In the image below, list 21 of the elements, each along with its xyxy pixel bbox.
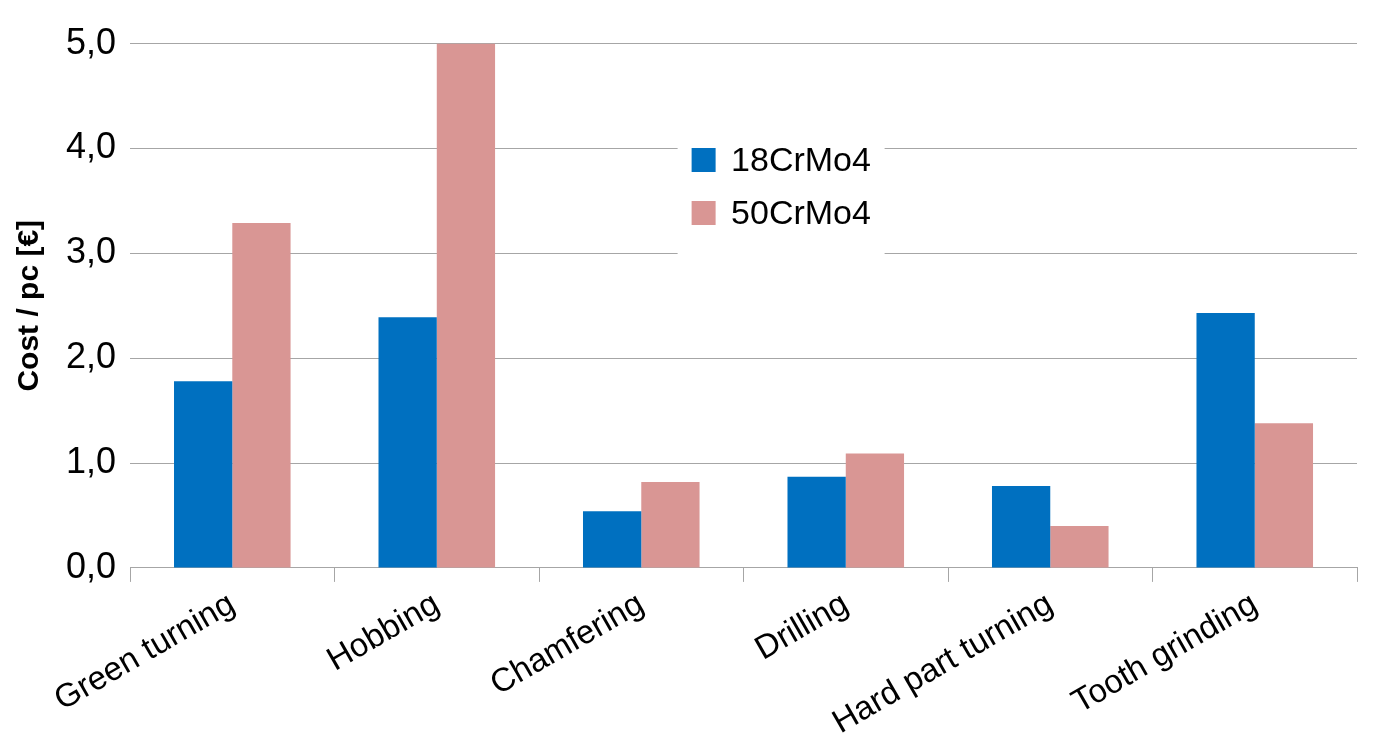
y-tick-label: 3,0 [66,230,117,272]
y-tick-label: 4,0 [66,125,117,167]
y-tick-label: 2,0 [66,335,117,377]
bar [174,381,233,568]
y-tick-label: 1,0 [66,439,117,481]
bar [641,481,700,568]
y-tick-label: 0,0 [66,544,117,586]
legend-label: 50CrMo4 [731,193,871,232]
y-tick-label: 5,0 [66,20,117,62]
bar [1196,313,1255,568]
bar [378,317,437,568]
bar [1254,423,1314,568]
bar [991,486,1051,568]
bar [845,453,905,568]
bar [787,476,846,568]
y-axis-title: Cost / pc [€] [11,219,45,392]
bar [583,511,642,568]
bar [232,222,291,568]
bar [1050,525,1109,568]
legend-label: 18CrMo4 [731,140,871,179]
bar [436,43,496,568]
